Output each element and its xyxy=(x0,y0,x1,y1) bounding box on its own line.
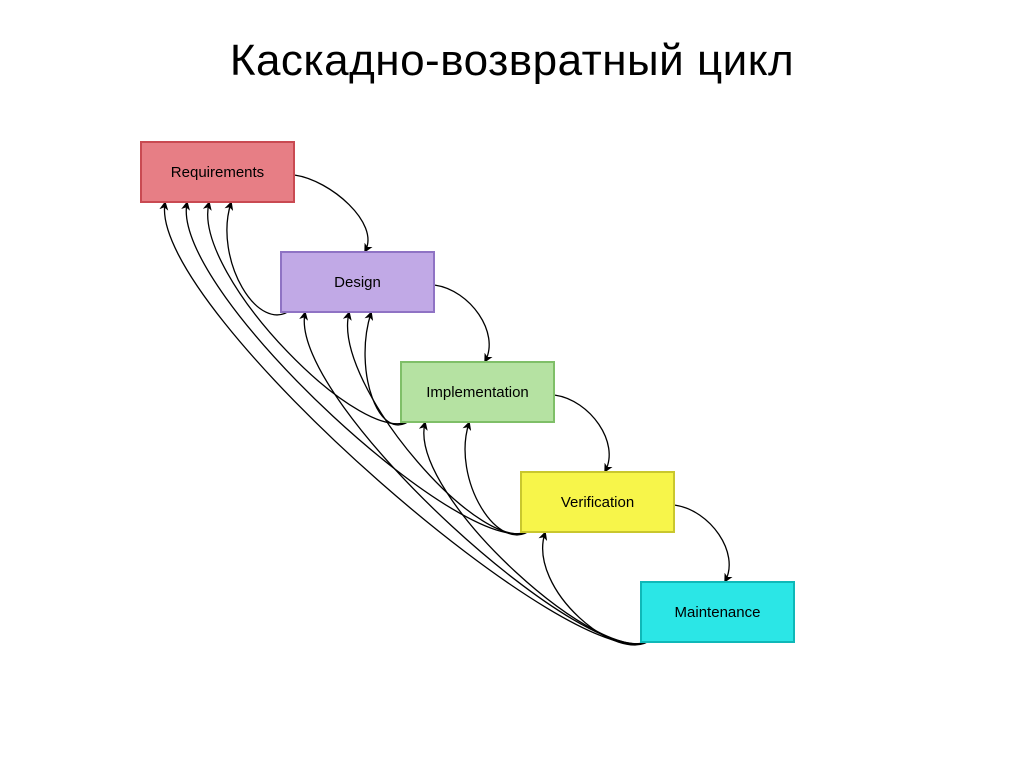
forward-edge-ver-maint xyxy=(675,505,729,581)
node-req: Requirements xyxy=(140,141,295,203)
node-maint: Maintenance xyxy=(640,581,795,643)
back-edge-impl-req xyxy=(208,203,412,424)
forward-edge-impl-ver xyxy=(555,395,609,471)
forward-edge-req-des xyxy=(295,175,368,251)
back-edge-maint-impl xyxy=(424,423,652,644)
back-edge-maint-ver xyxy=(543,533,652,645)
node-impl: Implementation xyxy=(400,361,555,423)
page-title: Каскадно-возвратный цикл xyxy=(0,0,1024,86)
node-des: Design xyxy=(280,251,435,313)
forward-edge-des-impl xyxy=(435,285,489,361)
node-ver: Verification xyxy=(520,471,675,533)
waterfall-diagram: Requirements Design Implementation Verifica… xyxy=(0,86,1024,726)
